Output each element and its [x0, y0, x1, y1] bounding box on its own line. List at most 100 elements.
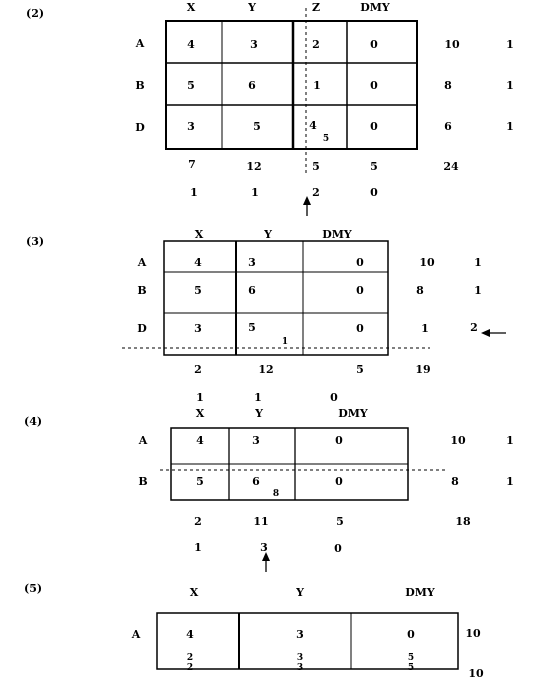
- step2-supply-a: 10: [444, 38, 460, 51]
- step2-cell-a-dmy: 0: [370, 38, 378, 51]
- step3-row-b-label: B: [137, 284, 147, 297]
- step3-table-border: [163, 240, 389, 356]
- step3-allocation: 1: [281, 337, 289, 347]
- step4-allocation: 8: [272, 489, 280, 499]
- step4-v-x: 1: [194, 541, 202, 554]
- step5-demand-dmy: 5: [407, 663, 415, 673]
- step5-table-border: [156, 612, 459, 670]
- step4-demand-y: 11: [253, 515, 269, 528]
- step5-allocation-y: 3: [296, 653, 304, 663]
- step2-v-x: 1: [190, 186, 198, 199]
- step3-u-a: 1: [474, 256, 482, 269]
- step2-col-z: Z: [311, 1, 321, 14]
- step2-v-dmy: 0: [370, 186, 378, 199]
- step5-allocation-x: 2: [186, 653, 194, 663]
- step2-cell-a-z: 2: [312, 38, 320, 51]
- step3-col-x: X: [194, 228, 204, 241]
- step4-col-x: X: [195, 407, 205, 420]
- step4-v-dmy: 0: [334, 542, 342, 555]
- step2-u-b: 1: [506, 79, 514, 92]
- step4-demand-total: 18: [455, 515, 471, 528]
- step3-v-x: 1: [196, 391, 204, 404]
- step5-demand-total: 10: [468, 667, 484, 680]
- step3-col-y: Y: [264, 228, 272, 241]
- step2-cell-d-z: 4: [309, 119, 317, 132]
- step3-row-a-label: A: [137, 256, 147, 269]
- step4-u-b: 1: [506, 475, 514, 488]
- step4-cell-b-y: 6: [252, 475, 260, 488]
- step2-table-border: [165, 20, 418, 150]
- step2-v-y: 1: [251, 186, 259, 199]
- step2-demand-total: 24: [443, 160, 459, 173]
- step3-supply-d: 1: [421, 322, 429, 335]
- step3-cell-d-y: 5: [248, 321, 256, 334]
- step3-supply-a: 10: [419, 256, 435, 269]
- step3-cell-d-x: 3: [194, 322, 202, 335]
- step2-u-d: 1: [506, 120, 514, 133]
- step2-arrow-icon: [303, 196, 311, 205]
- step5-label: (5): [24, 582, 43, 595]
- step2-cell-a-x: 4: [187, 38, 195, 51]
- step2-row-a-label: A: [135, 37, 145, 50]
- step3-u-b: 1: [474, 284, 482, 297]
- step5-cell-a-dmy: 0: [407, 628, 415, 641]
- step2-cell-d-y: 5: [253, 120, 261, 133]
- step4-supply-a: 10: [450, 434, 466, 447]
- step2-demand-dmy: 5: [370, 160, 378, 173]
- step2-cell-a-y: 3: [250, 38, 258, 51]
- step5-col-dmy: DMY: [405, 586, 435, 599]
- step3-label: (3): [26, 235, 45, 248]
- step4-demand-dmy: 5: [336, 515, 344, 528]
- step4-row-a-label: A: [138, 434, 148, 447]
- step5-col-x: X: [189, 586, 199, 599]
- step3-arrow-icon: [481, 329, 490, 337]
- step4-supply-b: 8: [451, 475, 459, 488]
- step4-cell-b-x: 5: [196, 475, 204, 488]
- step3-cell-b-y: 6: [248, 284, 256, 297]
- step4-cell-b-dmy: 0: [335, 475, 343, 488]
- step5-cell-a-x: 4: [186, 628, 194, 641]
- step2-cell-d-x: 3: [187, 120, 195, 133]
- step3-row-d-label: D: [137, 322, 147, 335]
- step3-u-d: 2: [470, 321, 478, 334]
- step4-row-b-label: B: [138, 475, 148, 488]
- step2-demand-y: 12: [246, 160, 262, 173]
- step4-v-y: 3: [260, 541, 268, 554]
- step3-demand-y: 12: [258, 363, 274, 376]
- step4-cell-a-dmy: 0: [335, 434, 343, 447]
- step2-row-b-label: B: [135, 79, 145, 92]
- step2-row-d-label: D: [135, 121, 145, 134]
- step4-label: (4): [24, 415, 43, 428]
- step3-cell-a-x: 4: [194, 256, 202, 269]
- step5-demand-x: 2: [186, 663, 194, 673]
- step4-u-a: 1: [506, 434, 514, 447]
- step4-arrow-icon: [262, 552, 270, 561]
- step5-col-y: Y: [296, 586, 304, 599]
- step3-demand-total: 19: [415, 363, 431, 376]
- step2-demand-z: 5: [312, 160, 320, 173]
- step3-cell-a-dmy: 0: [356, 256, 364, 269]
- step3-cell-d-dmy: 0: [356, 322, 364, 335]
- step3-v-y: 1: [254, 391, 262, 404]
- step5-row-a-label: A: [131, 628, 141, 641]
- step2-u-a: 1: [506, 38, 514, 51]
- step2-supply-d: 6: [444, 120, 452, 133]
- step4-demand-x: 2: [194, 515, 202, 528]
- step2-col-dmy: DMY: [360, 1, 390, 14]
- step2-col-y: Y: [248, 1, 256, 14]
- step2-cell-b-z: 1: [313, 79, 321, 92]
- step3-cell-a-y: 3: [248, 256, 256, 269]
- step5-supply-a: 10: [465, 627, 481, 640]
- step4-cell-a-y: 3: [252, 434, 260, 447]
- step3-cell-b-x: 5: [194, 284, 202, 297]
- step4-col-y: Y: [255, 407, 263, 420]
- step2-label: (2): [26, 7, 45, 20]
- step2-cell-b-dmy: 0: [370, 79, 378, 92]
- step2-supply-b: 8: [444, 79, 452, 92]
- step2-allocation: 5: [322, 134, 330, 144]
- step2-v-z: 2: [312, 186, 320, 199]
- step3-col-dmy: DMY: [322, 228, 352, 241]
- step3-demand-dmy: 5: [356, 363, 364, 376]
- step2-col-x: X: [186, 1, 196, 14]
